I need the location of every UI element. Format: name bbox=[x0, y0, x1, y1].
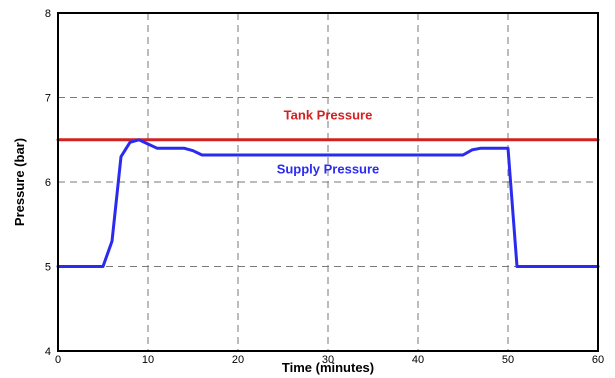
annotation-label: Tank Pressure bbox=[284, 107, 373, 122]
y-tick-label: 6 bbox=[45, 177, 51, 189]
annotations: Tank Pressure Supply Pressure bbox=[277, 107, 380, 176]
x-tick-label: 20 bbox=[232, 354, 244, 366]
series-layer bbox=[56, 138, 600, 268]
y-axis-title: Pressure (bar) bbox=[12, 138, 27, 226]
x-tick-label: 50 bbox=[502, 354, 514, 366]
tick-labels: 0 10 20 30 40 50 60 4 5 6 7 8 bbox=[45, 8, 604, 366]
x-tick-label: 40 bbox=[412, 354, 424, 366]
series-line-supply-pressure bbox=[56, 138, 600, 268]
y-tick-label: 4 bbox=[45, 346, 51, 358]
y-tick-label: 7 bbox=[45, 93, 51, 105]
x-tick-label: 60 bbox=[592, 354, 604, 366]
x-axis-title: Time (minutes) bbox=[282, 360, 374, 375]
x-tick-label: 0 bbox=[55, 354, 61, 366]
annotation-label: Supply Pressure bbox=[277, 162, 380, 177]
plot-frame bbox=[57, 12, 599, 352]
y-tick-label: 8 bbox=[45, 8, 51, 20]
y-tick-label: 5 bbox=[45, 262, 51, 274]
x-tick-label: 30 bbox=[322, 354, 334, 366]
grid bbox=[58, 13, 598, 351]
x-tick-label: 10 bbox=[142, 354, 154, 366]
